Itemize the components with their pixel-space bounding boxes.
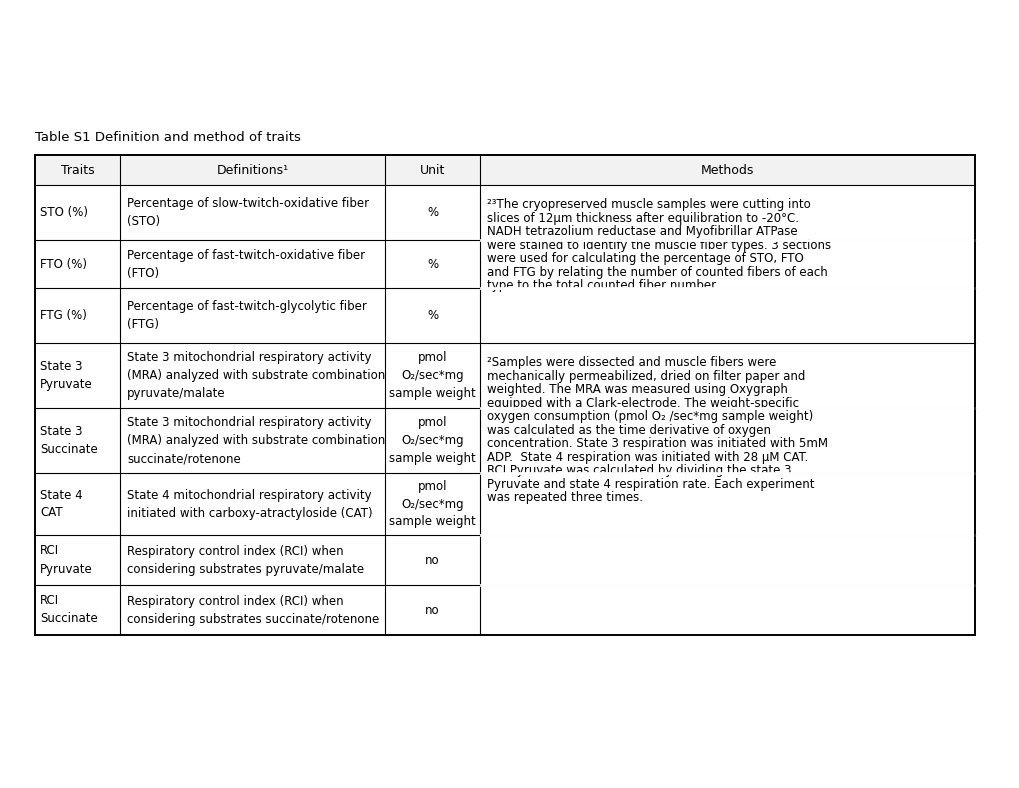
Text: oxygen consumption (pmol O₂ /sec*mg sample weight): oxygen consumption (pmol O₂ /sec*mg samp…	[486, 410, 812, 423]
Text: pmol
O₂/sec*mg
sample weight: pmol O₂/sec*mg sample weight	[388, 416, 476, 465]
Text: concentration. State 3 respiration was initiated with 5mM: concentration. State 3 respiration was i…	[486, 437, 827, 450]
Text: pmol
O₂/sec*mg
sample weight: pmol O₂/sec*mg sample weight	[388, 351, 476, 400]
Text: State 3 mitochondrial respiratory activity
(MRA) analyzed with substrate combina: State 3 mitochondrial respiratory activi…	[127, 416, 385, 465]
Text: was calculated as the time derivative of oxygen: was calculated as the time derivative of…	[486, 423, 770, 437]
Text: were used for calculating the percentage of STO, FTO: were used for calculating the percentage…	[486, 252, 803, 265]
Text: State 3 mitochondrial respiratory activity
(MRA) analyzed with substrate combina: State 3 mitochondrial respiratory activi…	[127, 351, 385, 400]
Bar	[35, 155, 974, 185]
Text: RCI
Pyruvate: RCI Pyruvate	[40, 545, 93, 575]
Text: Percentage of fast-twitch-glycolytic fiber
(FTG): Percentage of fast-twitch-glycolytic fib…	[127, 300, 367, 331]
Text: %: %	[427, 309, 437, 322]
Text: Unit: Unit	[420, 163, 444, 177]
Text: State 4 mitochondrial respiratory activity
initiated with carboxy-atractyloside : State 4 mitochondrial respiratory activi…	[127, 489, 372, 519]
Text: and FTG by relating the number of counted fibers of each: and FTG by relating the number of counte…	[486, 266, 827, 278]
Text: ²Samples were dissected and muscle fibers were: ²Samples were dissected and muscle fiber…	[486, 356, 775, 369]
Text: State 3
Succinate: State 3 Succinate	[40, 425, 98, 456]
Text: State 4
CAT: State 4 CAT	[40, 489, 83, 519]
Text: FTO (%): FTO (%)	[40, 258, 87, 270]
Text: Definitions¹: Definitions¹	[216, 163, 288, 177]
Text: Percentage of fast-twitch-oxidative fiber
(FTO): Percentage of fast-twitch-oxidative fibe…	[127, 248, 365, 280]
Text: were stained to identify the muscle fiber types. 3 sections: were stained to identify the muscle fibe…	[486, 239, 830, 251]
Text: ADP.  State 4 respiration was initiated with 28 μM CAT.: ADP. State 4 respiration was initiated w…	[486, 451, 807, 463]
Text: no: no	[425, 553, 439, 567]
Text: RCI
Succinate: RCI Succinate	[40, 594, 98, 626]
Text: STO (%): STO (%)	[40, 206, 88, 219]
Text: State 3
Pyruvate: State 3 Pyruvate	[40, 360, 93, 391]
Text: weighted. The MRA was measured using Oxygraph: weighted. The MRA was measured using Oxy…	[486, 383, 787, 396]
Text: type to the total counted fiber number.: type to the total counted fiber number.	[486, 279, 718, 292]
Text: Percentage of slow-twitch-oxidative fiber
(STO): Percentage of slow-twitch-oxidative fibe…	[127, 197, 369, 228]
Text: ²³The cryopreserved muscle samples were cutting into: ²³The cryopreserved muscle samples were …	[486, 198, 810, 211]
Text: was repeated three times.: was repeated three times.	[486, 491, 642, 504]
Text: mechanically permeabilized, dried on filter paper and: mechanically permeabilized, dried on fil…	[486, 370, 805, 382]
Text: no: no	[425, 604, 439, 616]
Text: %: %	[427, 206, 437, 219]
Text: slices of 12μm thickness after equilibration to -20°C.: slices of 12μm thickness after equilibra…	[486, 211, 798, 225]
Text: Traits: Traits	[60, 163, 94, 177]
Text: Pyruvate and state 4 respiration rate. Each experiment: Pyruvate and state 4 respiration rate. E…	[486, 478, 814, 490]
Text: NADH tetrazolium reductase and Myofibrillar ATPase: NADH tetrazolium reductase and Myofibril…	[486, 225, 797, 238]
Text: RCI Pyruvate was calculated by dividing the state 3: RCI Pyruvate was calculated by dividing …	[486, 464, 791, 477]
Bar	[35, 155, 974, 635]
Text: Respiratory control index (RCI) when
considering substrates pyruvate/malate: Respiratory control index (RCI) when con…	[127, 545, 364, 575]
Text: Table S1 Definition and method of traits: Table S1 Definition and method of traits	[35, 131, 301, 143]
Text: Methods: Methods	[700, 163, 753, 177]
Text: %: %	[427, 258, 437, 270]
Text: equipped with a Clark-electrode. The weight-specific: equipped with a Clark-electrode. The wei…	[486, 396, 798, 410]
Text: pmol
O₂/sec*mg
sample weight: pmol O₂/sec*mg sample weight	[388, 480, 476, 529]
Text: FTG (%): FTG (%)	[40, 309, 87, 322]
Text: Respiratory control index (RCI) when
considering substrates succinate/rotenone: Respiratory control index (RCI) when con…	[127, 594, 379, 626]
